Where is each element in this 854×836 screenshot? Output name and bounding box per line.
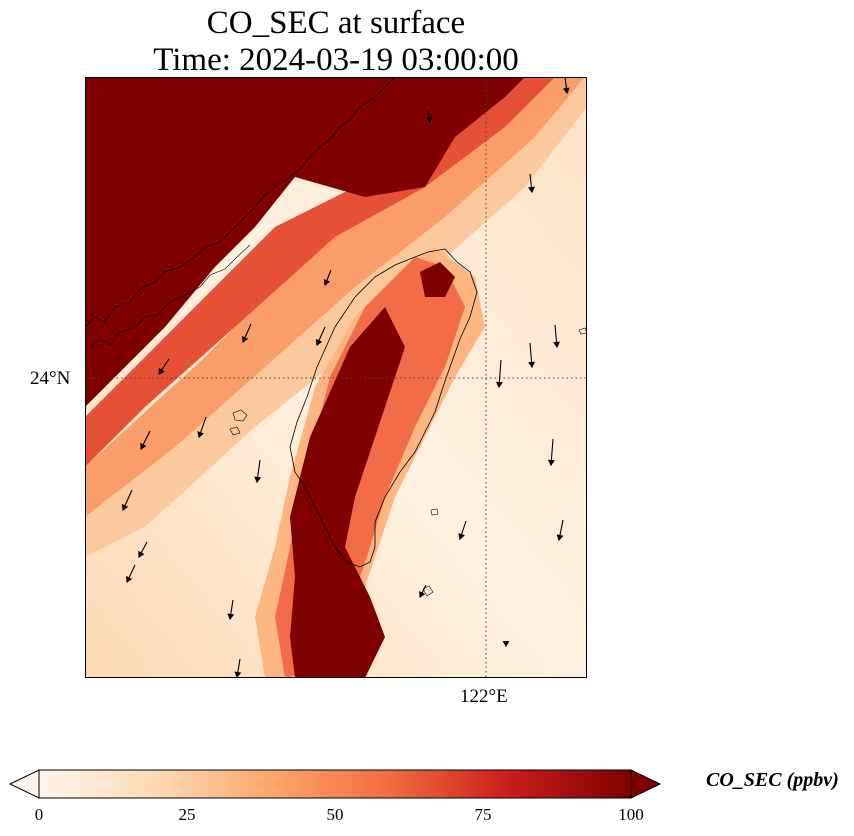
colorbar-tick-100: 100	[618, 805, 644, 824]
lanyu-island	[422, 585, 434, 597]
map-canvas	[85, 77, 587, 678]
wind-vector-head	[158, 367, 165, 375]
plume-nw-core	[85, 77, 525, 407]
wind-vector-head	[121, 503, 129, 512]
wind-vector-head	[138, 550, 145, 558]
lon-tick-label: 122°E	[460, 686, 508, 707]
colorbar-extend-high	[630, 769, 662, 799]
colorbar	[8, 769, 662, 799]
wind-vector-head	[562, 87, 570, 95]
wind-vector-head	[254, 476, 262, 484]
lat-tick-label: 24°N	[30, 368, 71, 389]
plume-nw-band-strong	[85, 77, 555, 467]
colorbar-tick-25: 25	[178, 805, 196, 824]
wind-vector-head	[227, 613, 235, 621]
wind-vector-head	[234, 671, 242, 678]
plume-taiwan-hotspot	[420, 262, 455, 297]
wind-vector-head	[315, 338, 323, 347]
map-panel	[85, 77, 587, 678]
map-frame	[85, 77, 587, 678]
plume-taiwan-core	[290, 307, 405, 678]
colorbar-tick-50: 50	[326, 805, 344, 824]
colorbar-label: CO_SEC (ppbv)	[706, 769, 839, 791]
wind-vector-head	[502, 640, 510, 648]
china-coastline-inner	[89, 244, 251, 348]
wind-vector-head	[458, 533, 465, 541]
taiwan-coastline	[289, 248, 478, 568]
wind-vector-head	[528, 186, 535, 194]
wind-vector-head	[419, 590, 426, 599]
wind-vector-head	[126, 575, 133, 584]
map-title-line2: Time: 2024-03-19 03:00:00	[153, 42, 519, 78]
plume-nw-band-medium	[85, 77, 585, 517]
wind-vector-head	[556, 534, 564, 542]
wind-vector-layer	[121, 77, 570, 678]
china-coastline	[85, 77, 396, 328]
colorbar-extend-low	[8, 769, 40, 799]
wind-vector-head	[241, 335, 249, 344]
wind-vector-head	[528, 361, 536, 369]
wind-vector-head	[495, 381, 503, 389]
wind-vector-head	[140, 442, 147, 451]
wind-vector-head	[323, 279, 331, 287]
colorbar-tick-0: 0	[34, 805, 44, 824]
wind-vector-head	[553, 341, 560, 349]
wind-vector-head	[425, 116, 433, 124]
map-title-line1: CO_SEC at surface	[206, 5, 466, 41]
colorbar-tick-75: 75	[474, 805, 492, 824]
ryukyu-island	[578, 327, 587, 335]
wind-vector-head	[197, 431, 204, 439]
penghu-islands	[229, 409, 248, 436]
colorbar-gradient	[38, 769, 632, 799]
wind-vector-head	[547, 459, 555, 467]
small-island	[430, 508, 439, 516]
